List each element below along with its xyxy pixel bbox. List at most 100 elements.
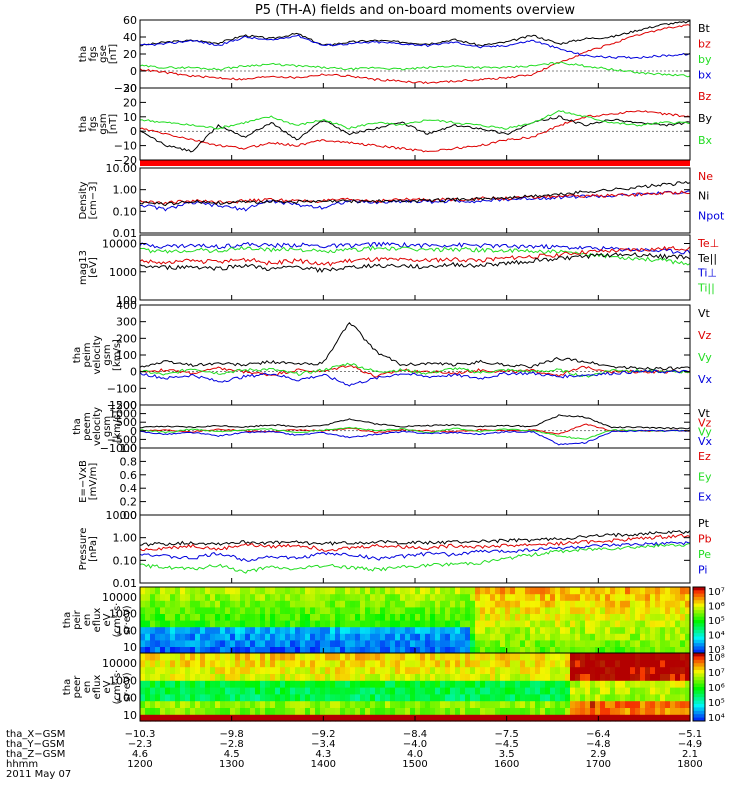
spectrogram-cell (615, 707, 621, 715)
spectrogram-cell (185, 639, 191, 647)
spectrogram-cell (485, 707, 491, 715)
spectrogram-cell (625, 714, 631, 722)
spectrogram-cell (550, 633, 556, 641)
spectrogram-cell (630, 606, 636, 614)
spectrogram-cell (185, 673, 191, 681)
spectrogram-cell (405, 633, 411, 641)
spectrogram-cell (595, 593, 601, 601)
spectrogram-cell (320, 659, 326, 668)
spectrogram-cell (270, 659, 276, 668)
spectrogram-cell (150, 700, 156, 708)
spectrogram-cell (220, 639, 226, 647)
colorbar-segment (693, 663, 705, 668)
spectrogram-cell (335, 593, 341, 601)
spectrogram-cell (550, 600, 556, 608)
spectrogram-cell (420, 673, 426, 681)
spectrogram-cell (405, 693, 411, 702)
spectrogram-cell (350, 639, 356, 647)
spectrogram-cell (375, 613, 381, 621)
spectrogram-cell (320, 620, 326, 628)
spectrogram-cell (170, 593, 176, 601)
spectrogram-cell (365, 587, 371, 595)
spectrogram-cell (220, 633, 226, 641)
spectrogram-cell (575, 620, 581, 628)
spectrogram-cell (465, 687, 471, 695)
spectrogram-cell (405, 620, 411, 628)
spectrogram-cell (235, 613, 241, 621)
spectrogram-cell (380, 620, 386, 628)
spectrogram-cell (405, 687, 411, 695)
spectrogram-cell (355, 600, 361, 608)
spectrogram-cell (330, 587, 336, 595)
spectrogram-cell (635, 639, 641, 647)
colorbar-segment (693, 717, 705, 722)
series-Vt (139, 322, 691, 371)
spectrogram-cell (155, 714, 161, 722)
spectrogram-cell (415, 666, 421, 674)
spectrogram-cell (620, 680, 626, 688)
spectrogram-cell (175, 666, 181, 674)
y-axis-label: thapeemvelocitygsm[km/s] (72, 407, 123, 446)
spectrogram-cell (350, 653, 356, 661)
spectrogram-cell (415, 659, 421, 668)
spectrogram-cell (335, 600, 341, 608)
spectrogram-cell (180, 666, 186, 674)
spectrogram-cell (280, 680, 286, 688)
spectrogram-cell (455, 626, 461, 634)
spectrogram-cell (615, 593, 621, 601)
spectrogram-cell (550, 714, 556, 722)
spectrogram-cell (665, 680, 671, 688)
y-tick-label: 10.00 (106, 162, 138, 175)
spectrogram-cell (325, 613, 331, 621)
colorbar-segment (693, 653, 705, 657)
spectrogram-cell (605, 687, 611, 695)
spectrogram-cell (305, 593, 311, 601)
spectrogram-cell (155, 707, 161, 715)
spectrogram-cell (295, 666, 301, 674)
spectrogram-cell (675, 693, 681, 702)
spectrogram-cell (165, 626, 171, 634)
colorbar-label: 10⁷ (708, 668, 725, 679)
spectrogram-cell (415, 673, 421, 681)
footer-x-value: −9.2 (311, 729, 335, 740)
spectrogram-cell (455, 600, 461, 608)
spectrogram-cell (465, 714, 471, 722)
spectrogram-cell (325, 639, 331, 647)
footer-row-label: tha_Z−GSM (6, 749, 65, 760)
spectrogram-cell (365, 700, 371, 708)
spectrogram-cell (410, 673, 416, 681)
spectrogram-cell (335, 700, 341, 708)
spectrogram-cell (225, 693, 231, 702)
spectrogram-cell (655, 714, 661, 722)
spectrogram-cell (390, 593, 396, 601)
spectrogram-cell (430, 620, 436, 628)
spectrogram-cell (280, 666, 286, 674)
colorbar-label: 10³ (708, 645, 725, 656)
spectrogram-cell (440, 673, 446, 681)
spectrogram-cell (565, 593, 571, 601)
spectrogram-cell (510, 714, 516, 722)
spectrogram-cell (515, 646, 521, 654)
spectrogram-cell (145, 600, 151, 608)
spectrogram-cell (220, 687, 226, 695)
spectrogram-cell (210, 600, 216, 608)
spectrogram-cell (220, 707, 226, 715)
spectrogram-cell (140, 673, 146, 681)
spectrogram-cell (305, 700, 311, 708)
spectrogram-cell (225, 700, 231, 708)
spectrogram-cell (385, 680, 391, 688)
spectrogram-cell (170, 646, 176, 654)
spectrogram-cell (505, 700, 511, 708)
spectrogram-cell (160, 700, 166, 708)
spectrogram-cell (565, 666, 571, 674)
spectrogram-cell (285, 606, 291, 614)
spectrogram-cell (405, 587, 411, 595)
spectrogram-cell (425, 620, 431, 628)
spectrogram-cell (505, 646, 511, 654)
spectrogram-cell (235, 714, 241, 722)
spectrogram-cell (450, 600, 456, 608)
spectrogram-cell (595, 687, 601, 695)
colorbar-frame (692, 652, 706, 722)
spectrogram-cell (360, 613, 366, 621)
spectrogram-cell (395, 600, 401, 608)
